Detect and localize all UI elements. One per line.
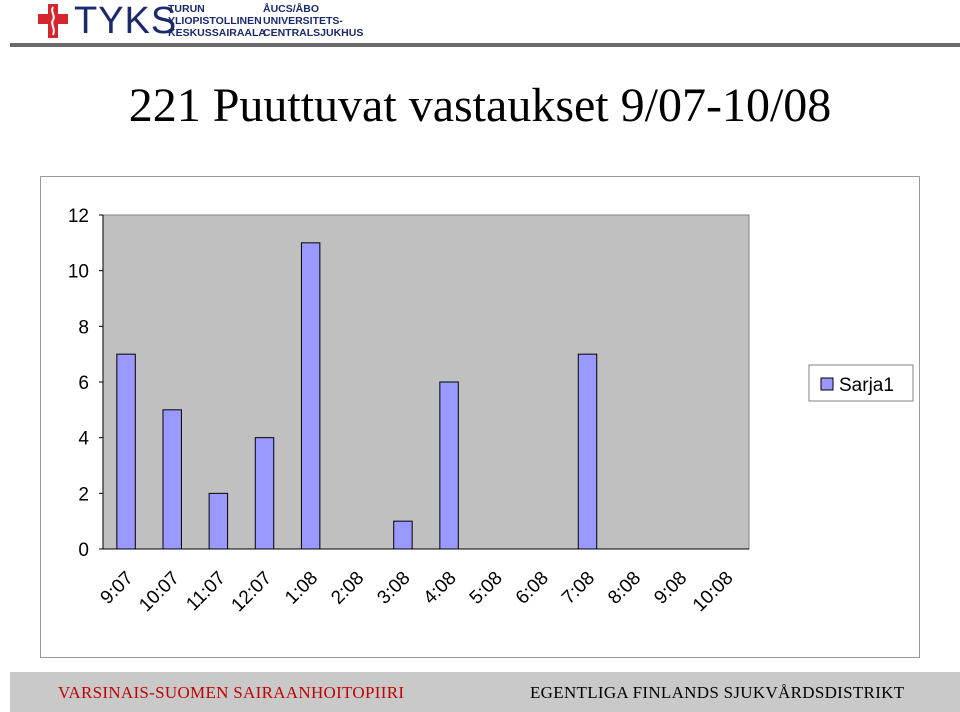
y-tick-label: 10 <box>68 262 89 283</box>
x-tick-label: 1:08 <box>281 568 322 609</box>
org-sv-line: ÅUCS/ÅBO <box>263 3 320 15</box>
x-tick-label: 6:08 <box>512 568 553 609</box>
x-tick-label: 3:08 <box>373 568 414 609</box>
x-tick-label: 5:08 <box>466 568 507 609</box>
org-fi-line: KESKUSSAIRAALA <box>168 27 267 39</box>
footer-org-swedish: EGENTLIGA FINLANDS SJUKVÅRDSDISTRIKT <box>530 683 905 702</box>
x-tick-label: 12:07 <box>228 568 276 616</box>
legend-label: Sarja1 <box>839 375 894 396</box>
bar <box>439 381 459 550</box>
org-sv-line: CENTRALSJUKHUS <box>263 27 364 39</box>
x-tick-label: 9:07 <box>97 568 138 609</box>
bar <box>393 520 413 550</box>
x-tick-label: 10:08 <box>689 568 737 616</box>
slide-title: 221 Puuttuvat vastaukset 9/07-10/08 <box>128 79 832 132</box>
header: TYKS TURUN YLIOPISTOLLINEN KESKUSSAIRAAL… <box>0 0 960 50</box>
footer-bar: VARSINAIS-SUOMEN SAIRAANHOITOPIIRI EGENT… <box>10 672 960 712</box>
x-tick-label: 11:07 <box>182 568 229 615</box>
x-tick-label: 4:08 <box>420 568 461 609</box>
chart-area: 0 2 4 6 8 10 12 9:07 10:07 11:07 12:07 1:08 2:08 3:08… <box>40 176 920 658</box>
x-tick-label: 10:07 <box>135 568 183 616</box>
bar <box>208 492 229 550</box>
bar <box>254 437 275 550</box>
y-tick-label: 8 <box>78 317 89 338</box>
header-divider <box>10 43 960 47</box>
org-name-swedish: ÅUCS/ÅBO UNIVERSITETS- CENTRALSJUKHUS <box>263 3 363 39</box>
y-tick-label: 4 <box>78 429 89 450</box>
y-tick-label: 6 <box>78 373 89 394</box>
y-tick-label: 12 <box>68 206 89 227</box>
y-tick-label: 0 <box>78 540 89 561</box>
bar <box>162 409 182 550</box>
org-fi-line: YLIOPISTOLLINEN <box>168 15 262 27</box>
org-fi-line: TURUN <box>168 3 205 15</box>
footer-org-finnish: VARSINAIS-SUOMEN SAIRAANHOITOPIIRI <box>58 683 405 702</box>
x-tick-label: 7:08 <box>558 568 599 609</box>
plot-area <box>102 214 750 550</box>
org-name-finnish: TURUN YLIOPISTOLLINEN KESKUSSAIRAALA <box>168 3 266 39</box>
bar <box>577 353 598 550</box>
x-tick-label: 2:08 <box>327 568 368 609</box>
y-tick-label: 2 <box>78 484 89 505</box>
brand-logo-text: TYKS <box>74 0 178 42</box>
bar <box>116 353 136 550</box>
x-tick-label: 9:08 <box>650 568 691 609</box>
org-sv-line: UNIVERSITETS- <box>263 15 343 27</box>
x-tick-label: 8:08 <box>604 568 645 609</box>
legend-swatch <box>820 377 834 391</box>
bar <box>300 242 321 550</box>
red-cross-logo-icon <box>38 4 68 38</box>
